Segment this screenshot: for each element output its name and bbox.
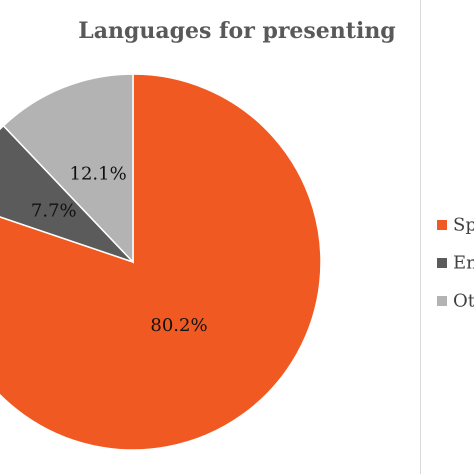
legend-label-en: En bbox=[453, 252, 474, 274]
legend-swatch-sp bbox=[437, 220, 447, 230]
chart-title: Languages for presenting bbox=[78, 18, 396, 44]
slice-ot bbox=[2, 73, 134, 264]
legend-item-en: En bbox=[437, 252, 474, 276]
legend-swatch-en bbox=[437, 258, 447, 268]
data-label-en: 7.7% bbox=[31, 200, 77, 221]
legend-item-ot: Ot bbox=[437, 290, 474, 314]
legend: Sp En Ot bbox=[420, 0, 474, 474]
data-label-ot: 12.1% bbox=[70, 164, 127, 185]
legend-label-ot: Ot bbox=[453, 290, 474, 312]
slice-sp bbox=[0, 73, 322, 451]
legend-item-sp: Sp bbox=[437, 214, 474, 238]
legend-label-sp: Sp bbox=[453, 214, 474, 236]
legend-swatch-ot bbox=[437, 296, 447, 306]
data-label-sp: 80.2% bbox=[150, 315, 207, 336]
